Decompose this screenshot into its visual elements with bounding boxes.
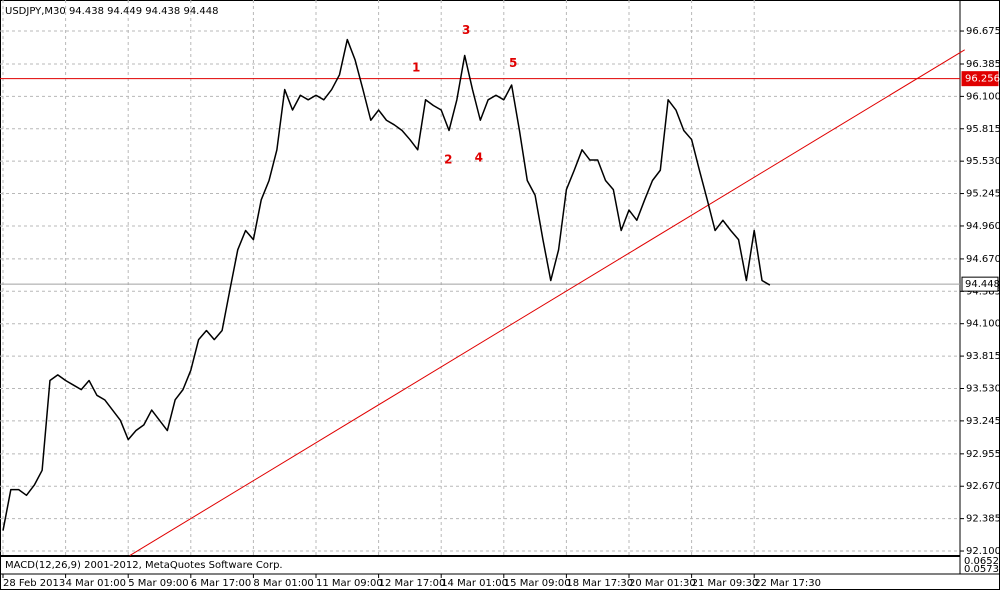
wave-label: 2 (444, 153, 452, 167)
x-tick-label: 15 Mar 09:00 (504, 578, 571, 589)
x-tick-label: 11 Mar 09:00 (316, 578, 383, 589)
y-tick-label: 95.815 (966, 124, 1000, 135)
y-tick-label: 93.530 (966, 383, 1000, 394)
price-line (2, 38, 771, 531)
x-tick-label: 14 Mar 01:00 (441, 578, 508, 589)
x-tick-label: 21 Mar 09:30 (692, 578, 759, 589)
y-tick-label: 92.955 (966, 449, 1000, 460)
x-tick-label: 22 Mar 17:30 (754, 578, 821, 589)
x-tick-label: 5 Mar 09:00 (128, 578, 188, 589)
x-tick-label: 8 Mar 01:00 (253, 578, 313, 589)
wave-label: 5 (509, 56, 517, 70)
y-tick-label: 92.670 (966, 481, 1000, 492)
y-tick-label: 96.385 (966, 59, 1000, 70)
y-tick-label: 94.100 (966, 319, 1000, 330)
indicator-tick: 0.0652 (964, 556, 999, 567)
x-tick-label: 18 Mar 17:30 (566, 578, 633, 589)
y-tick-label: 94.385 (966, 286, 1000, 297)
price-label: 96.256 (965, 74, 1000, 85)
indicator-label: MACD(12,26,9) 2001-2012, MetaQuotes Soft… (5, 560, 283, 571)
y-tick-label: 96.100 (966, 91, 1000, 102)
x-tick-label: 20 Mar 01:30 (629, 578, 696, 589)
y-tick-label: 95.245 (966, 189, 1000, 200)
price-label: 94.448 (965, 279, 1000, 290)
chart-title: USDJPY,M30 94.438 94.449 94.438 94.448 (5, 6, 218, 17)
x-tick-label: 28 Feb 2013 (3, 578, 65, 589)
wave-label: 4 (475, 150, 483, 164)
y-tick-label: 93.245 (966, 416, 1000, 427)
x-tick-label: 4 Mar 01:00 (66, 578, 126, 589)
wave-label: 3 (462, 23, 470, 37)
x-tick-label: 6 Mar 17:00 (191, 578, 251, 589)
price-label-box (961, 71, 999, 87)
x-tick-label: 12 Mar 17:00 (379, 578, 446, 589)
trendline (129, 49, 965, 556)
y-tick-label: 92.385 (966, 514, 1000, 525)
wave-label: 1 (412, 60, 420, 74)
price-label-box (961, 276, 999, 292)
y-tick-label: 94.670 (966, 254, 1000, 265)
y-tick-label: 96.675 (966, 26, 1000, 37)
y-tick-label: 95.530 (966, 156, 1000, 167)
y-tick-label: 94.960 (966, 221, 1000, 232)
indicator-tick: 0.0573 (964, 564, 999, 575)
y-tick-label: 92.100 (966, 546, 1000, 557)
y-tick-label: 93.815 (966, 351, 1000, 362)
